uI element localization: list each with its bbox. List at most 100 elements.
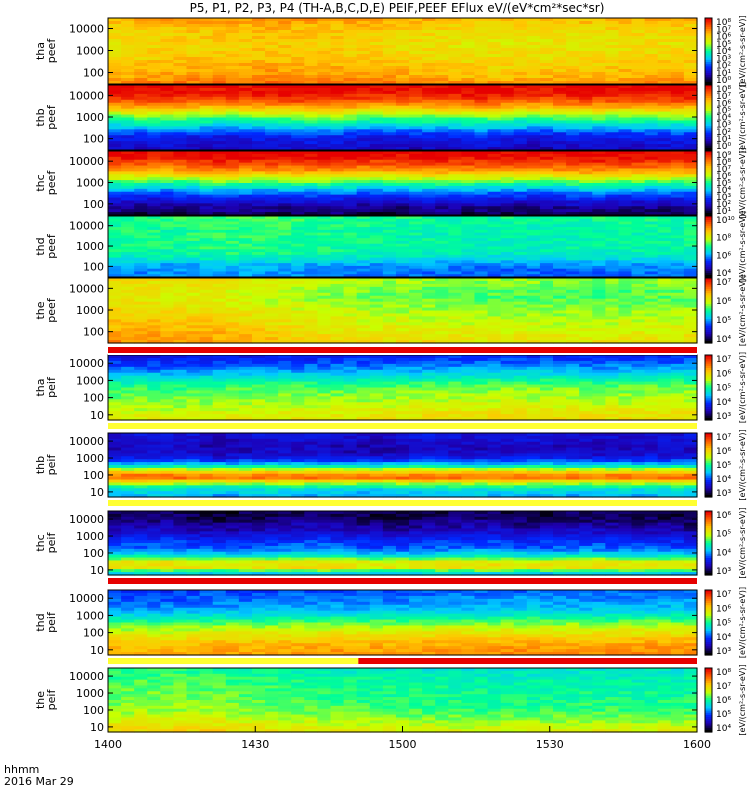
spectrogram-cell xyxy=(330,289,345,294)
spectrogram-cell xyxy=(461,48,476,52)
spectrogram-cell xyxy=(382,123,397,127)
spectrogram-cell xyxy=(147,185,161,190)
spectrogram-cell xyxy=(461,165,476,170)
spectrogram-cell xyxy=(526,209,541,213)
spectrogram-cell xyxy=(108,218,122,223)
spectrogram-cell xyxy=(369,51,384,55)
spectrogram-cell xyxy=(330,218,345,223)
spectrogram-cell xyxy=(304,33,319,37)
spectrogram-cell xyxy=(461,42,476,46)
spectrogram-cell xyxy=(212,85,227,89)
spectrogram-cell xyxy=(225,206,240,210)
spectrogram-cell xyxy=(382,78,397,82)
spectrogram-cell xyxy=(579,96,593,101)
spectrogram-cell xyxy=(147,334,161,338)
spectrogram-cell xyxy=(435,87,449,92)
spectrogram-cell xyxy=(526,36,541,40)
colorbar-step xyxy=(705,29,712,32)
spectrogram-cell xyxy=(670,224,685,228)
spectrogram-cell xyxy=(631,39,646,43)
spectrogram-cell xyxy=(134,162,148,167)
spectrogram-cell xyxy=(251,271,266,275)
spectrogram-cell xyxy=(409,81,423,85)
spectrogram-cell xyxy=(186,191,201,196)
spectrogram-cell xyxy=(474,286,489,291)
spectrogram-cell xyxy=(238,224,253,228)
spectrogram-cell xyxy=(487,151,502,155)
spectrogram-cell xyxy=(225,331,240,335)
spectrogram-cell xyxy=(644,221,659,225)
spectrogram-cell xyxy=(683,135,698,139)
spectrogram-cell xyxy=(278,221,292,225)
spectrogram-cell xyxy=(683,271,698,275)
spectrogram-cell xyxy=(147,218,161,223)
spectrogram-cell xyxy=(670,72,685,76)
spectrogram-cell xyxy=(618,188,633,193)
spectrogram-cell xyxy=(513,238,528,242)
spectrogram-cell xyxy=(605,90,620,95)
spectrogram-cell xyxy=(566,183,580,187)
spectrogram-cell xyxy=(500,188,515,193)
spectrogram-cell xyxy=(238,289,253,294)
spectrogram-cell xyxy=(343,151,358,155)
spectrogram-cell xyxy=(409,177,423,181)
spectrogram-cell xyxy=(422,165,436,170)
spectrogram-cell xyxy=(278,126,292,130)
spectrogram-cell xyxy=(199,274,214,278)
spectrogram-cell xyxy=(474,66,489,70)
spectrogram-cell xyxy=(330,144,345,148)
spectrogram-cell xyxy=(422,93,436,98)
spectrogram-cell xyxy=(369,54,384,58)
spectrogram-cell xyxy=(526,54,541,58)
spectrogram-cell xyxy=(500,144,515,148)
spectrogram-cell xyxy=(618,180,633,184)
spectrogram-cell xyxy=(395,325,410,329)
spectrogram-cell xyxy=(644,209,659,213)
spectrogram-cell xyxy=(199,280,214,285)
spectrogram-cell xyxy=(278,21,292,25)
spectrogram-cell xyxy=(592,177,606,181)
spectrogram-cell xyxy=(539,254,554,259)
spectrogram-cell xyxy=(500,39,515,43)
spectrogram-cell xyxy=(526,331,541,335)
spectrogram-cell xyxy=(121,260,135,264)
spectrogram-cell xyxy=(173,224,188,228)
spectrogram-cell xyxy=(173,328,188,332)
spectrogram-cell xyxy=(317,33,332,37)
spectrogram-cell xyxy=(513,105,528,110)
spectrogram-cell xyxy=(500,168,515,172)
spectrogram-cell xyxy=(369,316,384,320)
spectrogram-cell xyxy=(199,268,214,273)
spectrogram-cell xyxy=(199,177,214,181)
spectrogram-cell xyxy=(343,168,358,172)
spectrogram-cell xyxy=(526,295,541,300)
spectrogram-cell xyxy=(356,301,371,306)
spectrogram-cell xyxy=(539,200,554,204)
spectrogram-cell xyxy=(448,209,462,213)
spectrogram-cell xyxy=(108,337,122,341)
spectrogram-cell xyxy=(422,135,436,139)
spectrogram-cell xyxy=(278,48,292,52)
spectrogram-cell xyxy=(500,54,515,58)
spectrogram-cell xyxy=(605,168,620,172)
spectrogram-cell xyxy=(225,90,240,95)
spectrogram-cell xyxy=(670,99,685,104)
spectrogram-cell xyxy=(566,278,580,282)
spectrogram-cell xyxy=(605,254,620,259)
spectrogram-cell xyxy=(173,209,188,213)
spectrogram-cell xyxy=(186,87,201,92)
spectrogram-cell xyxy=(186,310,201,315)
spectrogram-cell xyxy=(657,265,672,270)
colorbar-step xyxy=(705,18,712,21)
spectrogram-cell xyxy=(631,168,646,172)
spectrogram-cell xyxy=(474,183,489,187)
spectrogram-cell xyxy=(657,87,672,92)
spectrogram-cell xyxy=(579,183,593,187)
spectrogram-cell xyxy=(539,319,554,323)
spectrogram-cell xyxy=(108,206,122,210)
spectrogram-cell xyxy=(487,153,502,158)
spectrogram-cell xyxy=(618,197,633,202)
spectrogram-cell xyxy=(592,99,606,104)
spectrogram-cell xyxy=(618,174,633,178)
spectrogram-cell xyxy=(409,289,423,294)
